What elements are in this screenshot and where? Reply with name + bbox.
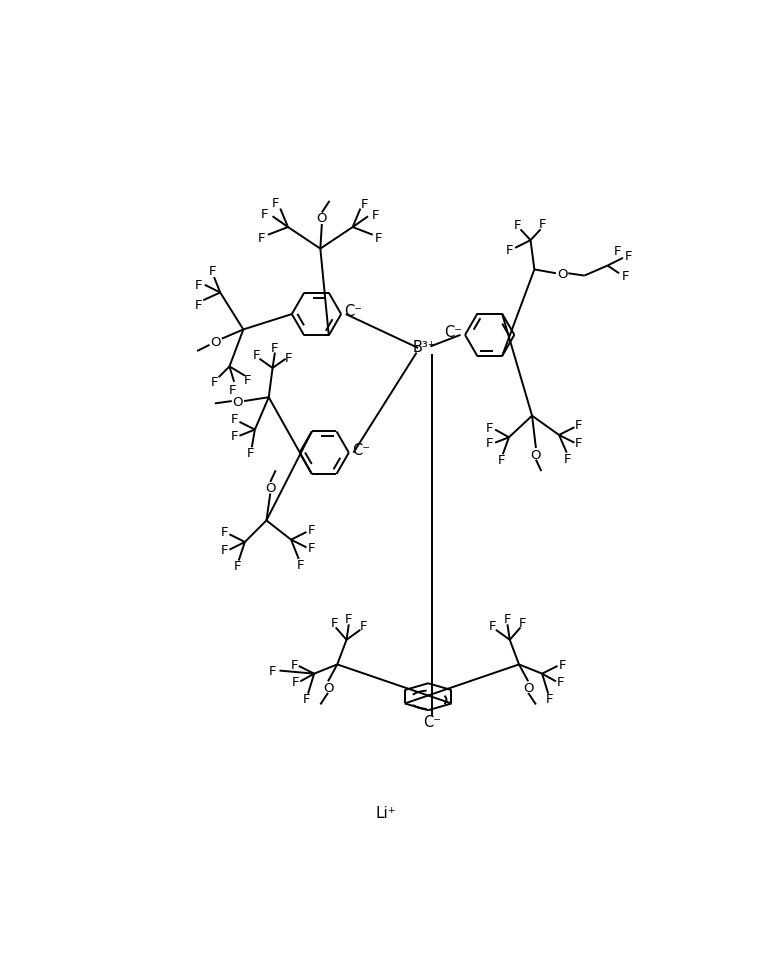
Text: F: F <box>291 658 298 672</box>
Text: F: F <box>261 208 269 221</box>
Text: O: O <box>523 681 533 695</box>
Text: F: F <box>244 374 252 387</box>
Text: F: F <box>360 620 368 633</box>
Text: F: F <box>498 453 505 467</box>
Text: F: F <box>489 620 497 633</box>
Text: F: F <box>518 616 526 629</box>
Text: F: F <box>546 692 553 705</box>
Text: F: F <box>229 384 237 396</box>
Text: F: F <box>272 197 279 209</box>
Text: F: F <box>209 266 216 278</box>
Text: F: F <box>514 219 521 232</box>
Text: F: F <box>564 453 572 465</box>
Text: F: F <box>195 299 202 312</box>
Text: F: F <box>575 419 582 432</box>
Text: F: F <box>292 675 299 688</box>
Text: F: F <box>303 692 310 705</box>
Text: F: F <box>504 612 511 625</box>
Text: F: F <box>247 447 254 459</box>
Text: F: F <box>506 243 514 257</box>
Text: O: O <box>557 267 568 280</box>
Text: O: O <box>265 482 275 494</box>
Text: F: F <box>210 376 218 389</box>
Text: F: F <box>269 665 276 677</box>
Text: F: F <box>234 560 241 573</box>
Text: F: F <box>285 352 292 364</box>
Text: F: F <box>221 525 228 538</box>
Text: F: F <box>557 675 565 688</box>
Text: F: F <box>307 542 315 554</box>
Text: F: F <box>622 269 629 283</box>
Text: F: F <box>486 437 493 450</box>
Text: F: F <box>345 612 352 625</box>
Text: F: F <box>221 544 228 556</box>
Text: F: F <box>253 349 260 362</box>
Text: F: F <box>375 233 383 245</box>
Text: F: F <box>297 558 304 571</box>
Text: B³⁺: B³⁺ <box>412 339 436 355</box>
Text: F: F <box>625 250 632 263</box>
Text: F: F <box>614 244 621 258</box>
Text: C⁻: C⁻ <box>344 304 362 319</box>
Text: O: O <box>530 449 541 461</box>
Text: O: O <box>210 336 221 349</box>
Text: F: F <box>271 341 279 355</box>
Text: F: F <box>538 218 546 232</box>
Text: F: F <box>195 279 202 292</box>
Text: O: O <box>323 681 333 695</box>
Text: F: F <box>559 658 566 672</box>
Text: Li⁺: Li⁺ <box>375 805 396 820</box>
Text: F: F <box>258 232 266 244</box>
Text: C⁻: C⁻ <box>444 325 462 340</box>
Text: O: O <box>317 212 327 225</box>
Text: F: F <box>231 430 239 443</box>
Text: F: F <box>231 413 239 425</box>
Text: F: F <box>372 209 380 222</box>
Text: F: F <box>361 199 369 211</box>
Text: F: F <box>575 437 582 450</box>
Text: C⁻: C⁻ <box>423 714 441 730</box>
Text: F: F <box>486 422 493 434</box>
Text: F: F <box>330 616 338 629</box>
Text: C⁻: C⁻ <box>352 443 370 457</box>
Text: F: F <box>307 523 315 537</box>
Text: O: O <box>233 395 244 408</box>
